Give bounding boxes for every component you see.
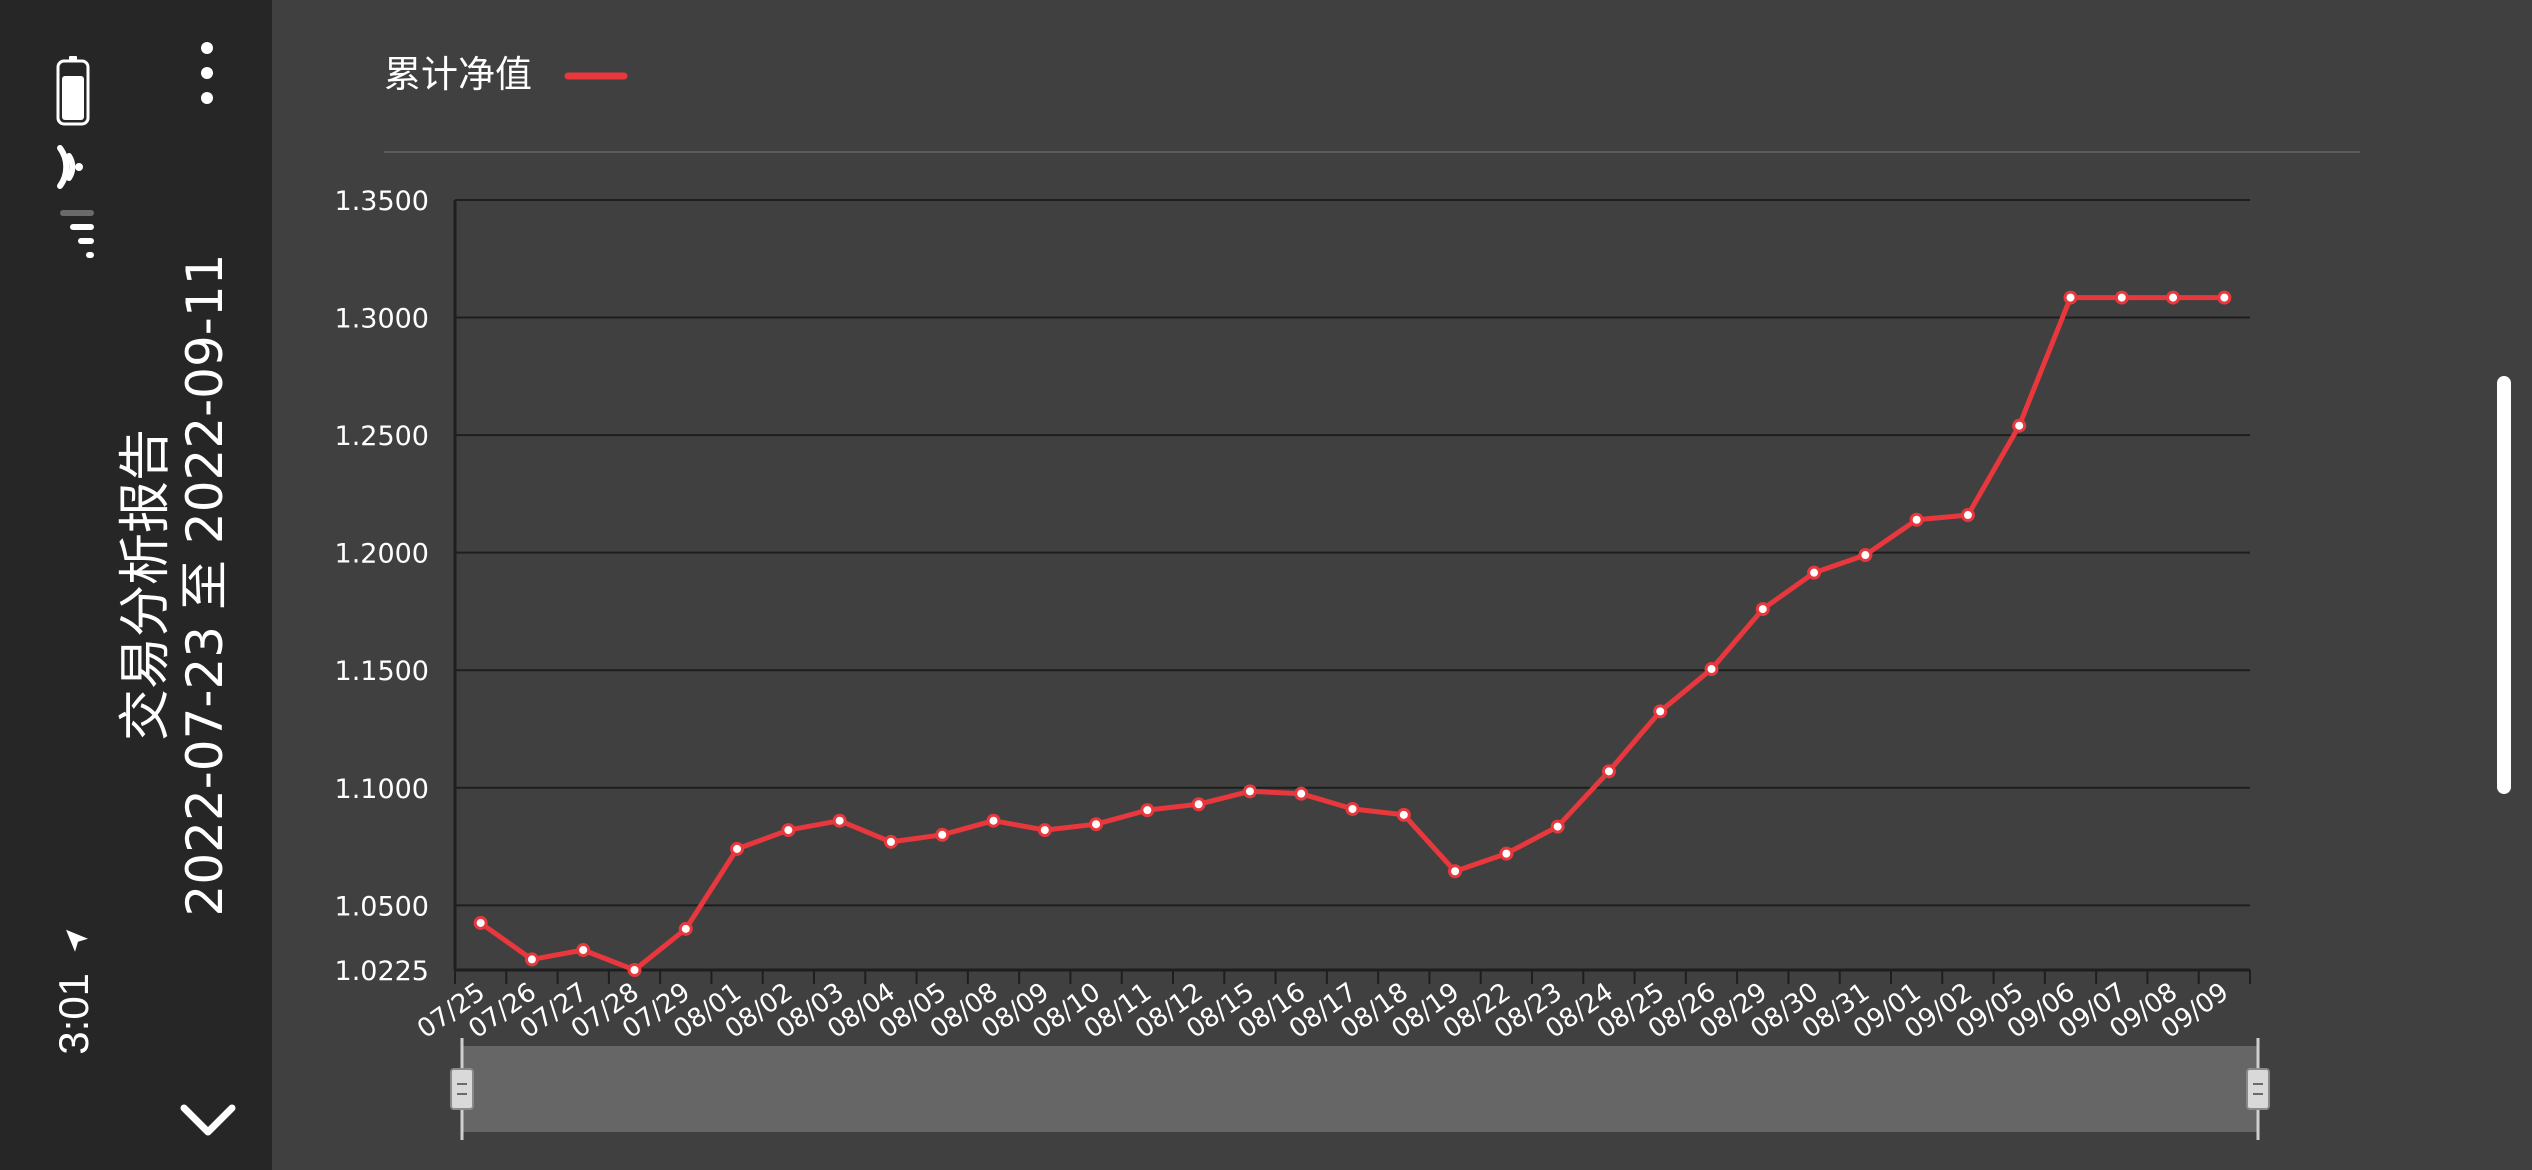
data-point (1550, 819, 1565, 834)
data-point (1909, 512, 1924, 527)
data-point (1089, 817, 1104, 832)
status-time: 3:01 (50, 925, 98, 1055)
data-point (1704, 662, 1719, 677)
series-line (478, 295, 2227, 973)
y-tick-label: 1.1000 (335, 774, 429, 805)
date-range: 2022-07-23 至 2022-09-11 (176, 253, 234, 917)
data-point (1140, 803, 1155, 818)
data-point (2114, 290, 2129, 305)
zoom-slider[interactable] (450, 1038, 2270, 1140)
y-tick-label: 1.3500 (335, 186, 429, 217)
data-point (1858, 548, 1873, 563)
left-panel: 3:01 交易分析报告 2022-07-23 至 2022-09-11 (0, 0, 272, 1170)
x-axis-tick-labels: 07/2507/2607/2707/2807/2908/0108/0208/03… (412, 977, 2234, 1045)
cellular-signal-icon (60, 210, 94, 258)
zoom-handle-left[interactable] (450, 1038, 474, 1140)
data-point (1653, 704, 1668, 719)
data-point (1499, 846, 1514, 861)
data-point (678, 921, 693, 936)
y-axis-tick-labels: 1.0225 1.0500 1.1000 1.1500 1.2000 1.2500 1.30… (335, 186, 429, 987)
y-tick-label: 1.3000 (335, 304, 429, 335)
data-point (1345, 801, 1360, 816)
report-header: 交易分析报告 2022-07-23 至 2022-09-11 (116, 254, 234, 917)
data-point (1807, 565, 1822, 580)
series-points (473, 290, 2232, 977)
zoom-slider-track (462, 1046, 2258, 1132)
scroll-indicator[interactable] (2497, 376, 2511, 794)
data-point (986, 813, 1001, 828)
legend-label: 累计净值 (384, 53, 532, 96)
data-point (524, 952, 539, 967)
report-title: 交易分析报告 (116, 428, 176, 742)
data-point (2063, 290, 2078, 305)
chevron-down-icon[interactable] (178, 1100, 238, 1140)
status-bar: 3:01 (0, 0, 150, 1170)
data-point (1294, 786, 1309, 801)
data-point (1448, 864, 1463, 879)
data-point (781, 823, 796, 838)
data-point (1242, 784, 1257, 799)
chart-legend[interactable]: 累计净值 (384, 53, 628, 96)
y-tick-label: 1.2500 (335, 421, 429, 452)
data-point (1396, 807, 1411, 822)
data-point (1601, 764, 1616, 779)
y-tick-label: 1.0500 (335, 891, 429, 922)
wifi-icon (57, 145, 83, 189)
zoom-handle-right[interactable] (2246, 1038, 2270, 1140)
more-vertical-icon[interactable] (192, 38, 222, 108)
grid-lines (455, 199, 2250, 971)
data-point (2012, 418, 2027, 433)
data-point (832, 813, 847, 828)
y-tick-label: 1.1500 (335, 656, 429, 687)
data-point (627, 963, 642, 977)
data-point (1037, 823, 1052, 838)
y-tick-label: 1.2000 (335, 539, 429, 570)
battery-icon (56, 56, 90, 126)
location-arrow-icon (65, 929, 88, 952)
line-chart: 累计净值 1.0225 1.0500 1.1000 1.1500 1.2000 1.250… (335, 53, 2360, 1140)
data-point (730, 841, 745, 856)
data-point (576, 943, 591, 958)
data-point (473, 915, 488, 930)
data-point (2217, 290, 2232, 305)
data-point (883, 834, 898, 849)
data-point (1755, 602, 1770, 617)
x-axis-ticks (454, 970, 2251, 984)
data-point (2166, 290, 2181, 305)
data-point (935, 827, 950, 842)
data-point (1960, 508, 1975, 523)
y-tick-label: 1.0225 (335, 956, 429, 987)
data-point (1191, 797, 1206, 812)
status-time-text: 3:01 (50, 972, 97, 1055)
